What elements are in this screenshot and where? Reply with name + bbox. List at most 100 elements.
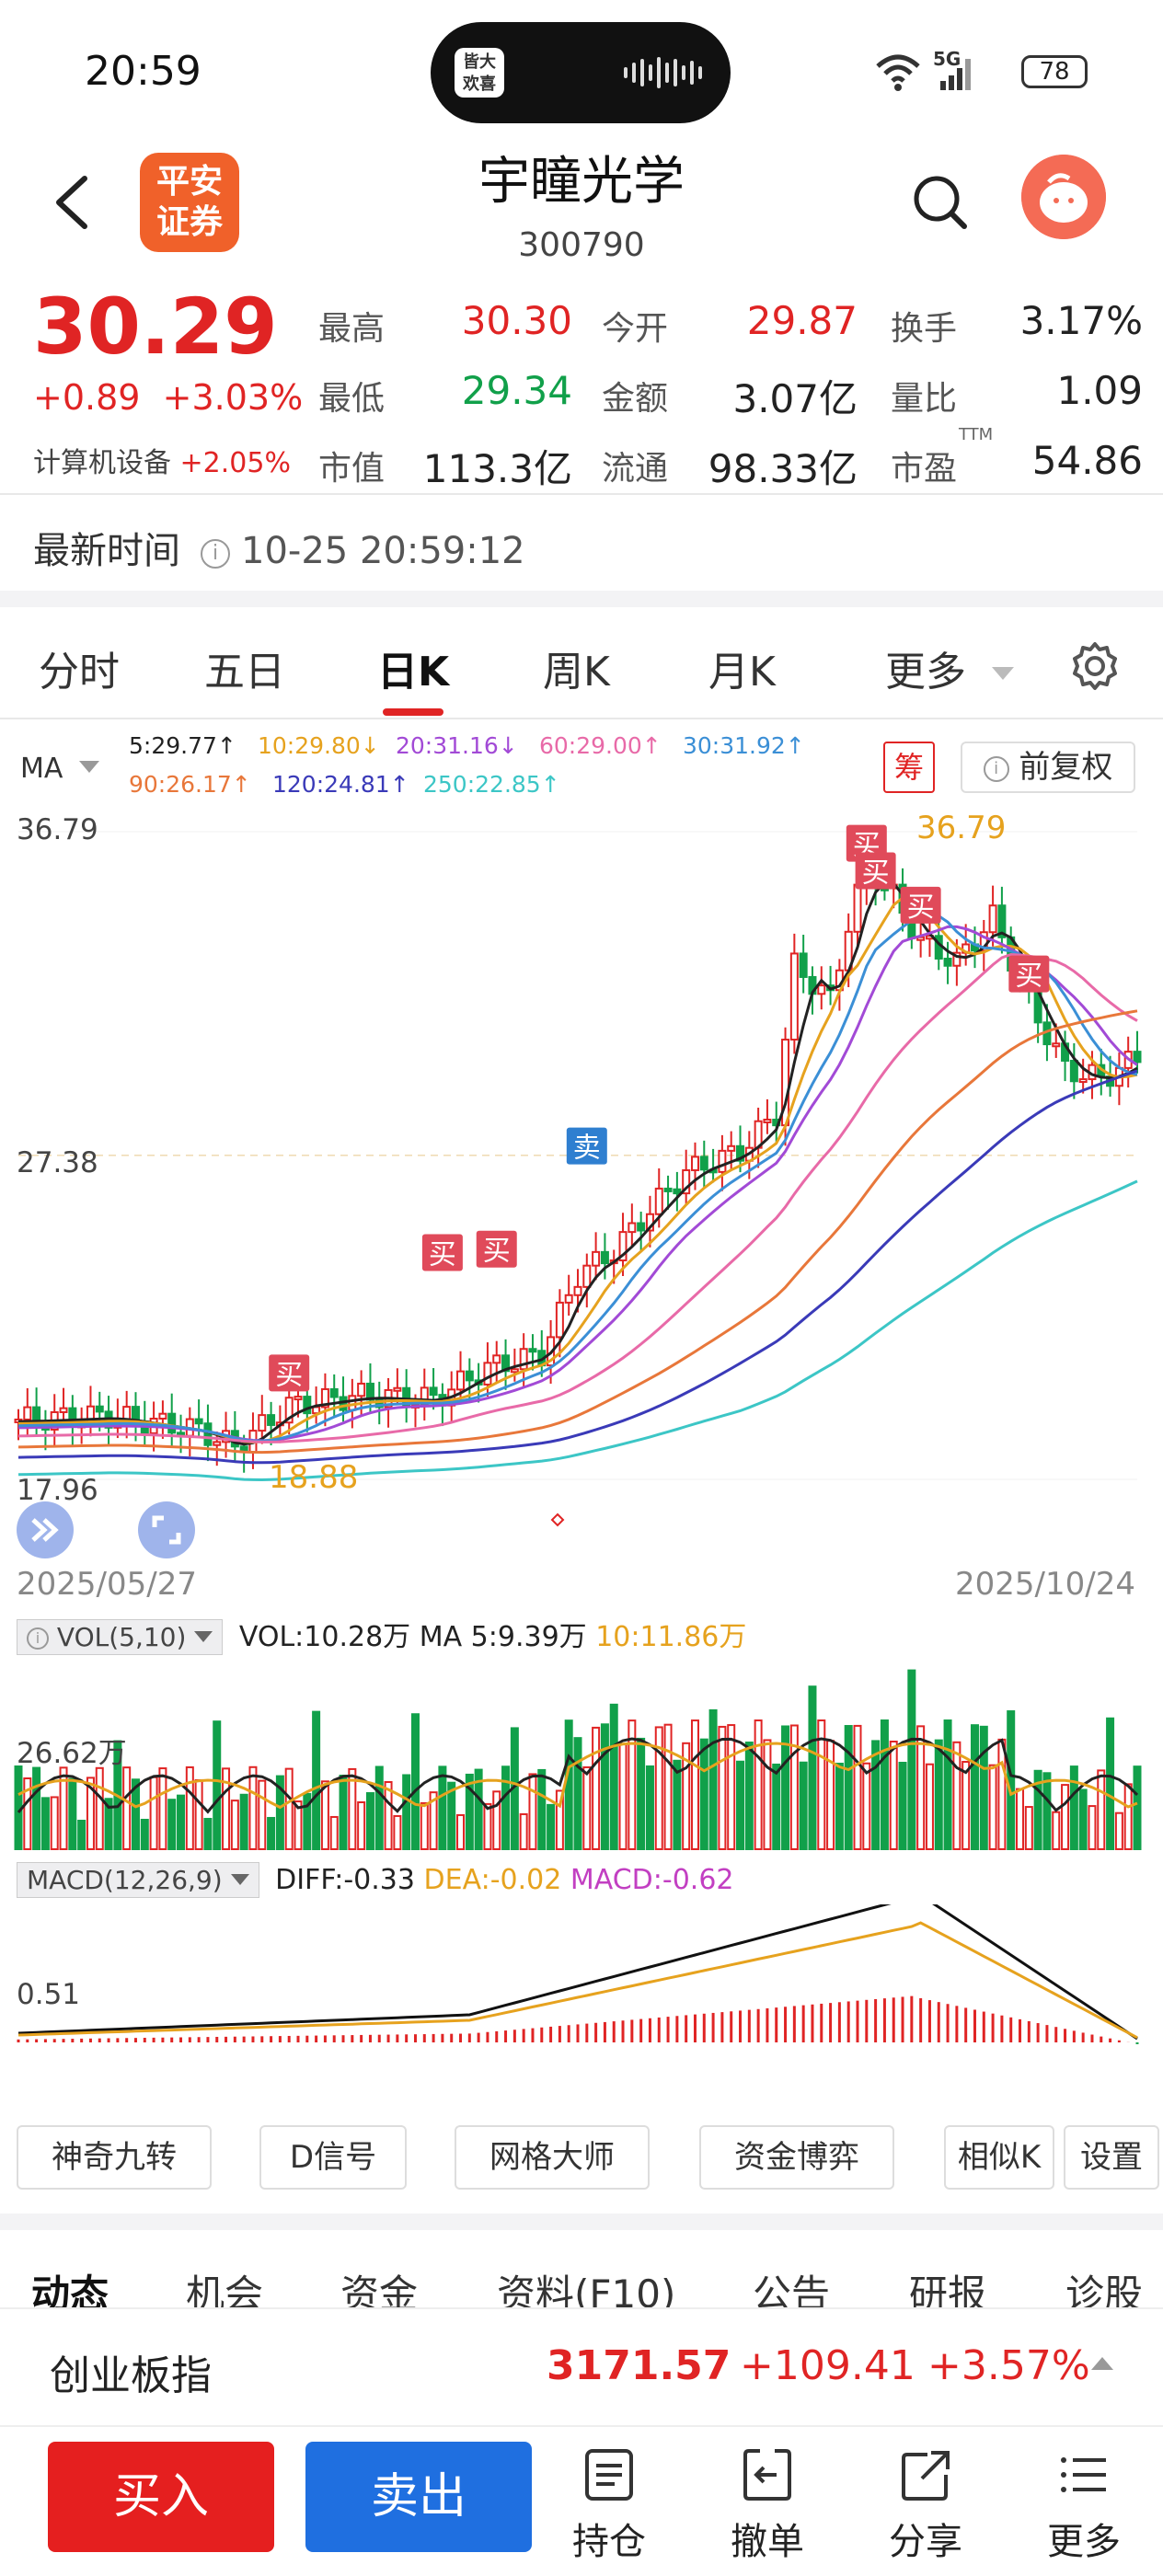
volume-bar [77, 1819, 86, 1850]
sector-info[interactable]: 计算机设备 +2.05% [33, 440, 291, 480]
volume-bar [979, 1725, 988, 1851]
tool-fund-game[interactable]: 资金博弈 [699, 2125, 894, 2190]
macd-indicator-chip[interactable]: MACD(12,26,9) [17, 1862, 259, 1898]
network-type: 5G [933, 48, 961, 70]
marker-text: 买 [907, 891, 935, 924]
broker-logo[interactable]: 平安 证券 [140, 153, 239, 252]
chip-dropdown-icon [230, 1874, 249, 1885]
marker-text: 买 [483, 1236, 511, 1268]
macd-diff: DIFF:-0.33 [275, 1864, 415, 1896]
tab-day-k[interactable]: 日K [377, 649, 450, 696]
settings-gear-icon[interactable] [1069, 640, 1121, 692]
moving-average-line [17, 912, 1138, 1443]
back-icon[interactable] [52, 175, 92, 230]
volume-bar [708, 1708, 718, 1851]
update-time-row: 最新时间 i 10-25 20:59:12 [33, 521, 525, 574]
volume-bar [149, 1776, 158, 1850]
volume-chart[interactable] [0, 1656, 1163, 1858]
expand-left-button[interactable] [17, 1501, 74, 1558]
nav-position[interactable]: 持仓 [554, 2447, 664, 2565]
candle-body [736, 1144, 745, 1162]
sector-name: 计算机设备 [33, 447, 171, 479]
candle-body [1133, 1051, 1142, 1064]
marker-text: 买 [1015, 960, 1042, 993]
quote-label: 金额 [602, 380, 669, 418]
section-separator [0, 2214, 1163, 2230]
volume-bar [1033, 1769, 1042, 1850]
share-icon [902, 2451, 950, 2501]
volume-bar [258, 1779, 267, 1850]
tab-more[interactable]: 更多 [885, 638, 1014, 697]
volume-bar [158, 1767, 167, 1850]
fullscreen-button[interactable] [138, 1501, 195, 1558]
active-tab-indicator [383, 708, 443, 716]
marker-text: 卖 [573, 1133, 601, 1165]
tab-more-label: 更多 [885, 649, 966, 696]
volume-indicator-chip[interactable]: i VOL(5,10) [17, 1619, 224, 1655]
volume-ma5-line [17, 1737, 1139, 1814]
tab-month-k[interactable]: 月K [708, 649, 776, 696]
macd-diff-line [17, 1904, 1138, 2041]
ma-selector[interactable]: MA [20, 753, 99, 785]
tool-d-signal[interactable]: D信号 [259, 2125, 407, 2190]
tab-wuri[interactable]: 五日 [204, 649, 285, 696]
tool-similar-k[interactable]: 相似K [944, 2125, 1054, 2190]
volume-bar [609, 1703, 618, 1850]
candle-body [600, 1250, 609, 1265]
volume-bar [213, 1720, 222, 1850]
quote-label: 最低 [318, 380, 386, 418]
index-bar[interactable] [0, 2307, 1163, 2427]
buy-marker: 买 [855, 852, 896, 890]
candle-body [853, 883, 862, 933]
marker-box [476, 1230, 517, 1268]
update-label: 最新时间 [33, 530, 180, 572]
tool-grid-master[interactable]: 网格大师 [455, 2125, 650, 2190]
tab-fenshi[interactable]: 分时 [39, 649, 120, 696]
volume-ma5: MA 5:9.39万 [419, 1621, 587, 1653]
volume-bar [763, 1739, 772, 1850]
nav-share[interactable]: 分享 [870, 2447, 981, 2565]
volume-bar [925, 1763, 934, 1850]
buy-marker: 买 [421, 1234, 463, 1271]
candle-body [1052, 1042, 1061, 1048]
macd-value: MACD:-0.62 [570, 1864, 734, 1896]
volume-bar [320, 1780, 329, 1850]
candle-body [284, 1397, 294, 1424]
volume-ma10: 10:11.86万 [595, 1621, 747, 1653]
search-icon[interactable] [911, 173, 970, 232]
sell-button[interactable]: 卖出 [305, 2442, 532, 2552]
nav-more[interactable]: 更多 [1029, 2447, 1139, 2565]
chip-distribution-button[interactable]: 筹 [883, 742, 935, 793]
ma-dropdown-icon [78, 761, 99, 773]
candle-body [429, 1386, 438, 1397]
tool-magic-nine[interactable]: 神奇九转 [17, 2125, 212, 2190]
candle-body [501, 1354, 511, 1373]
volume-bar [456, 1813, 466, 1850]
quote-value: 113.3亿 [422, 446, 572, 491]
double-arrow-icon [31, 1518, 59, 1542]
quote-value: 29.34 [461, 368, 572, 413]
volume-bar [185, 1765, 194, 1850]
volume-bar [835, 1762, 844, 1850]
nav-cancel-order[interactable]: 撤单 [712, 2447, 823, 2565]
volume-bar [284, 1767, 294, 1850]
info-icon[interactable]: i [201, 539, 230, 569]
tab-week-k[interactable]: 周K [543, 649, 610, 696]
volume-bar [673, 1759, 682, 1850]
volume-bar [104, 1798, 113, 1850]
x-axis-start-date: 2025/05/27 [17, 1566, 197, 1603]
trough-price-label: 18.88 [269, 1459, 359, 1496]
avatar-icon[interactable] [1021, 155, 1106, 239]
tool-settings[interactable]: 设置 [1064, 2125, 1159, 2190]
volume-bar [68, 1777, 77, 1850]
volume-bar [1052, 1811, 1061, 1850]
adjust-mode-button[interactable]: i 前复权 [961, 742, 1135, 793]
volume-bar [474, 1768, 483, 1850]
macd-chart[interactable] [0, 1904, 1163, 2107]
volume-bar [40, 1797, 50, 1850]
collapse-up-icon[interactable] [1091, 2357, 1113, 2370]
adjust-label: 前复权 [1019, 749, 1113, 786]
volume-bar [1123, 1783, 1133, 1850]
buy-button[interactable]: 买入 [48, 2442, 274, 2552]
